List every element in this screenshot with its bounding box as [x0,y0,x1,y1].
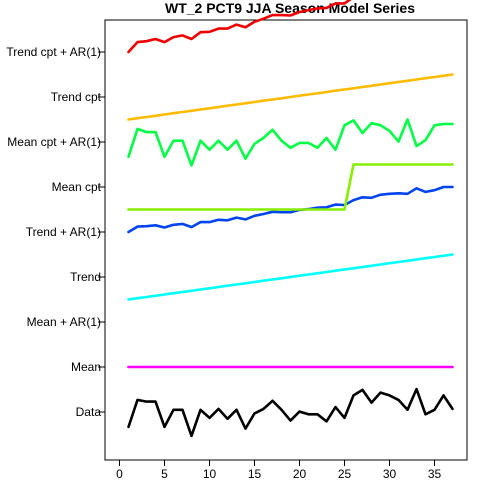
x-tick-label: 25 [338,467,352,480]
series-line-mean-cpt [127,163,454,211]
y-tick-label: Trend cpt [51,90,102,104]
x-tick-label: 10 [203,467,217,480]
series-line-trend-cpt [127,73,454,121]
series-line-trend-cpt-ar-1 [127,0,352,54]
plot-frame [104,19,468,461]
x-tick-label: 15 [248,467,262,480]
x-tick-label: 30 [383,467,397,480]
y-tick-label: Trend cpt + AR(1) [6,45,101,59]
y-tick-label: Trend [70,270,101,284]
y-axis: Data Mean Mean + AR(1) Trend Trend + AR(1) Me… [6,45,105,419]
x-axis: 0 5 10 15 20 25 30 35 [116,460,441,480]
x-tick-label: 20 [293,467,307,480]
y-tick-label: Mean cpt + AR(1) [7,135,101,149]
x-tick-label: 35 [428,467,442,480]
x-tick-label: 5 [161,467,168,480]
series-line-trend [127,253,454,301]
y-tick-label: Mean + AR(1) [27,315,101,329]
x-tick-label: 0 [116,467,123,480]
chart-title: WT_2 PCT9 JJA Season Model Series [165,0,415,16]
series-layer [127,0,454,438]
y-tick-label: Data [76,405,102,419]
y-tick-label: Trend + AR(1) [26,225,101,239]
series-line-data [127,387,454,438]
y-tick-label: Mean cpt [52,180,102,194]
series-line-trend-ar-1 [127,185,454,234]
y-tick-label: Mean [71,360,101,374]
series-line-mean-cpt-ar-1 [127,118,454,167]
